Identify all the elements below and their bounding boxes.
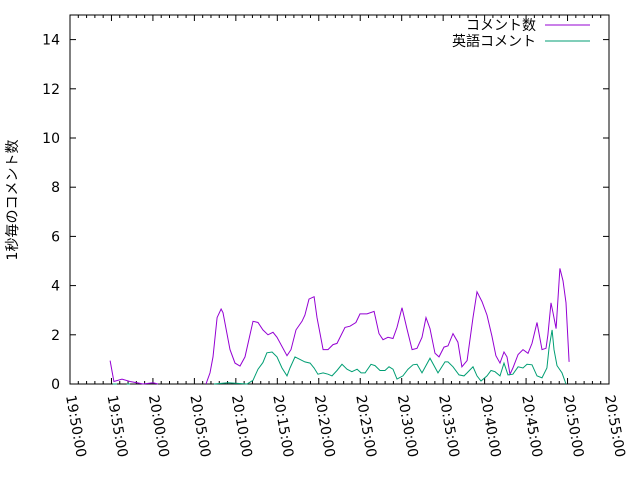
series-lines: [109, 268, 570, 385]
series-line-1: [112, 329, 567, 385]
ticks: [69, 15, 610, 385]
x-tick-labels: 19:50:00 19:55:00 20:00:00 20:05:00 20:10:00…: [62, 394, 628, 459]
y-tick-label: 4: [51, 279, 60, 295]
x-tick-label: 20:25:00: [352, 394, 379, 459]
x-tick-label: 20:45:00: [518, 394, 545, 459]
plot-frame: [69, 14, 610, 385]
x-tick-label: 19:50:00: [62, 394, 89, 459]
y-tick-label: 2: [51, 328, 60, 344]
x-tick-label: 20:55:00: [601, 394, 628, 459]
series-line-0: [109, 268, 570, 385]
x-tick-label: 20:30:00: [394, 394, 421, 459]
y-tick-label: 8: [51, 180, 60, 196]
y-tick-label: 0: [51, 377, 60, 393]
legend-label: コメント数: [466, 18, 536, 34]
legend-label: 英語コメント: [452, 33, 536, 50]
y-tick-labels: 0 2 4 6 8 10 12 14: [42, 33, 60, 393]
y-axis-label: 1秒毎のコメント数: [5, 140, 21, 261]
y-tick-label: 12: [42, 82, 60, 98]
x-tick-label: 20:15:00: [269, 394, 296, 459]
y-tick-label: 6: [51, 229, 60, 245]
y-tick-label: 14: [42, 33, 60, 49]
x-tick-label: 20:40:00: [477, 394, 504, 459]
x-tick-label: 20:00:00: [145, 394, 172, 459]
y-tick-label: 10: [42, 131, 60, 147]
x-tick-label: 20:10:00: [228, 394, 255, 459]
x-tick-label: 20:35:00: [435, 394, 462, 459]
x-tick-label: 20:20:00: [311, 394, 338, 459]
x-tick-label: 19:55:00: [104, 394, 131, 459]
x-tick-label: 20:50:00: [560, 394, 587, 459]
x-tick-label: 20:05:00: [186, 394, 213, 459]
